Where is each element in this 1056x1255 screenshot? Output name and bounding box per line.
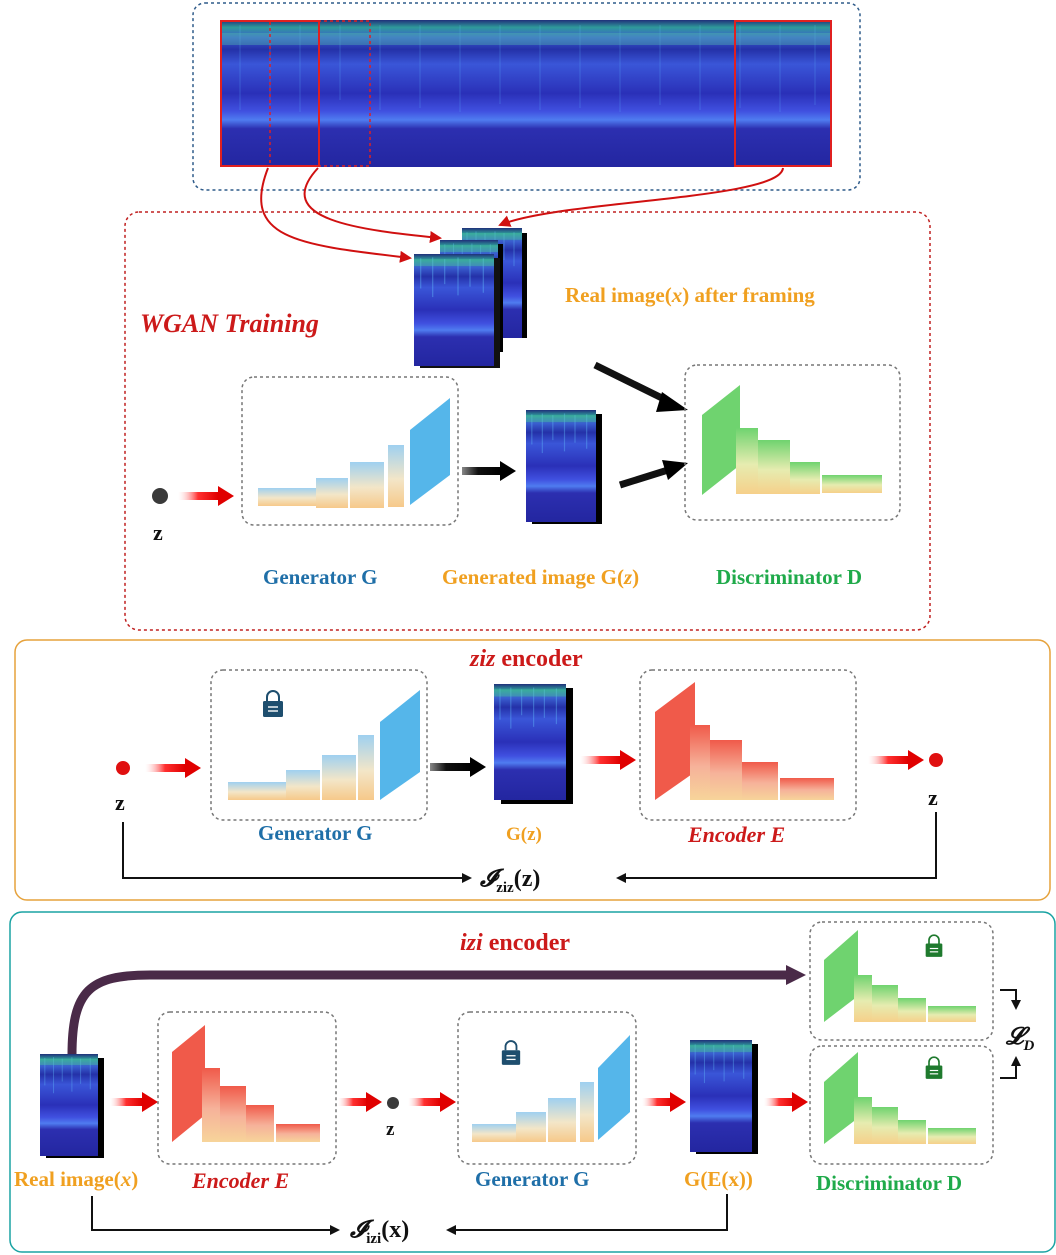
real-image-stack bbox=[414, 228, 527, 368]
izi-z-dot bbox=[387, 1097, 399, 1109]
ziz-title: ziz encoder bbox=[469, 646, 583, 672]
izi-disc-top-lock-icon bbox=[924, 934, 944, 958]
ziz-loss-label: 𝓘ziz(z) bbox=[479, 866, 540, 896]
izi-disc-bottom-blocks bbox=[824, 1052, 976, 1144]
framing-arrow-3 bbox=[498, 167, 784, 227]
ld-label: 𝓛D bbox=[1005, 1024, 1034, 1054]
ziz-generator-blocks bbox=[228, 690, 420, 800]
gen-to-img-arrow bbox=[462, 467, 502, 475]
ziz-gen-to-img-arrow bbox=[430, 763, 470, 771]
izi-generator-label: Generator G bbox=[475, 1167, 590, 1191]
ziz-z-out-label: z bbox=[928, 785, 938, 810]
izi-loss-label: 𝓘izi(x) bbox=[349, 1217, 409, 1247]
izi-gex-label: G(E(x)) bbox=[684, 1167, 753, 1191]
ziz-generator-box bbox=[210, 669, 428, 821]
ziz-z-in-dot bbox=[116, 761, 130, 775]
framing-arrow-1 bbox=[260, 167, 412, 263]
ziz-generator-label: Generator G bbox=[258, 821, 373, 845]
izi-discriminator-label: Discriminator D bbox=[816, 1171, 962, 1195]
ziz-gz-label: G(z) bbox=[506, 824, 542, 845]
ziz-loss-right-line bbox=[616, 812, 937, 883]
izi-panel bbox=[9, 911, 1056, 1253]
noise-z-label: z bbox=[153, 520, 163, 545]
ziz-z-in-label: z bbox=[115, 790, 125, 815]
izi-generator-lock-icon bbox=[500, 1040, 522, 1066]
izi-generator-blocks bbox=[472, 1035, 630, 1142]
discriminator-blocks bbox=[702, 385, 882, 495]
spectrogram-panel bbox=[192, 2, 861, 191]
framing-arrow-2 bbox=[303, 167, 442, 243]
izi-encoder-box bbox=[157, 1011, 337, 1165]
long-spectrogram bbox=[220, 20, 832, 167]
z-to-gen-arrow bbox=[178, 492, 218, 500]
izi-title: izi encoder bbox=[460, 930, 570, 956]
real-image-framing-label: Real image(x) after framing bbox=[565, 283, 815, 307]
izi-disc-bottom-lock-icon bbox=[924, 1056, 944, 1080]
izi-disc-top-box bbox=[809, 921, 994, 1041]
izi-gex-image bbox=[690, 1040, 758, 1154]
frame-window-3 bbox=[734, 20, 832, 167]
izi-z-to-gen-arrow bbox=[408, 1098, 440, 1106]
izi-encoder-blocks bbox=[172, 1025, 320, 1142]
discriminator-label: Discriminator D bbox=[716, 565, 862, 589]
ziz-encoder-blocks bbox=[655, 682, 834, 800]
generator-blocks bbox=[258, 398, 450, 508]
ziz-gz-image bbox=[494, 684, 573, 804]
ziz-img-to-enc-arrow bbox=[580, 756, 620, 764]
frame-window-2 bbox=[269, 20, 371, 167]
noise-z-dot bbox=[152, 488, 168, 504]
izi-loss-left-line bbox=[91, 1196, 340, 1235]
izi-img-to-enc-arrow bbox=[110, 1098, 142, 1106]
ld-bottom-bracket bbox=[1000, 1056, 1021, 1079]
izi-encoder-label: Encoder E bbox=[191, 1168, 289, 1193]
izi-z-label: z bbox=[386, 1119, 395, 1140]
izi-disc-bottom-box bbox=[809, 1045, 994, 1165]
ziz-encoder-label: Encoder E bbox=[687, 822, 785, 847]
izi-generator-box bbox=[457, 1011, 637, 1165]
ziz-enc-to-z-arrow bbox=[868, 756, 908, 764]
ziz-loss-left-line bbox=[122, 822, 472, 883]
fake-to-disc-arrow bbox=[618, 466, 670, 489]
ld-top-bracket bbox=[1000, 989, 1021, 1010]
wgan-panel bbox=[124, 211, 931, 631]
ziz-encoder-box bbox=[639, 669, 857, 821]
izi-real-image-label: Real image(x) bbox=[14, 1167, 138, 1191]
generator-box bbox=[241, 376, 459, 526]
generated-image bbox=[526, 410, 602, 524]
izi-real-image bbox=[40, 1054, 104, 1158]
izi-img-to-disc-arrow bbox=[764, 1098, 794, 1106]
izi-enc-to-z-arrow bbox=[338, 1098, 368, 1106]
ziz-panel bbox=[14, 639, 1051, 901]
ziz-generator-lock-icon bbox=[262, 690, 284, 718]
generator-label: Generator G bbox=[263, 565, 378, 589]
izi-loss-right-line bbox=[446, 1194, 728, 1235]
generated-image-label: Generated image G(z) bbox=[442, 565, 639, 589]
ziz-z-out-dot bbox=[929, 753, 943, 767]
izi-disc-top-blocks bbox=[824, 930, 976, 1022]
wgan-title: WGAN Training bbox=[140, 309, 319, 338]
izi-gen-to-img-arrow bbox=[642, 1098, 672, 1106]
ziz-z-to-gen-arrow bbox=[145, 764, 185, 772]
izi-real-to-disc-arrow bbox=[67, 970, 790, 1056]
real-to-disc-arrow bbox=[593, 361, 672, 406]
